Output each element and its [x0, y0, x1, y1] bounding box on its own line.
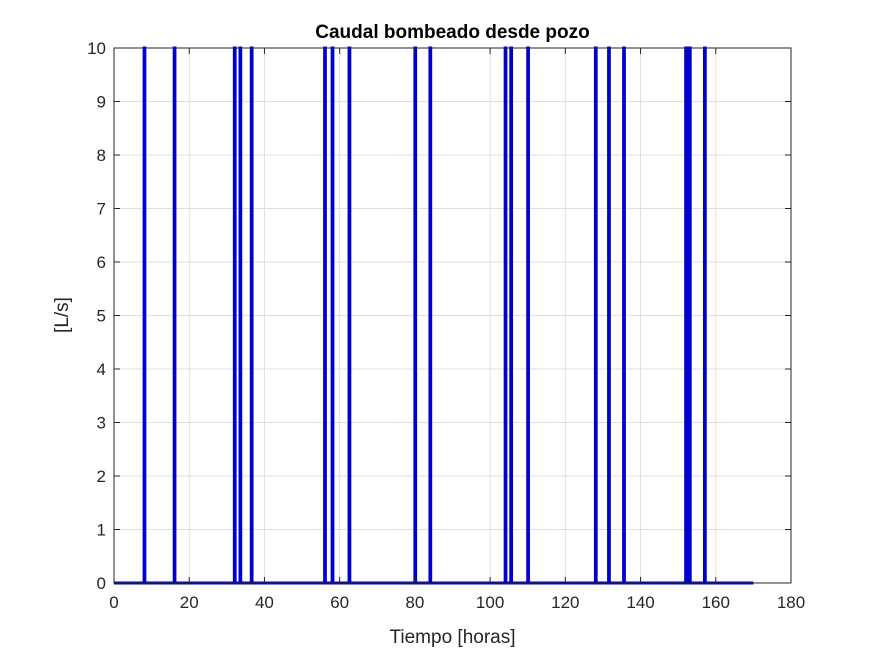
- y-tick-label-4: 4: [97, 360, 106, 379]
- y-tick-label-2: 2: [97, 467, 106, 486]
- y-tick-label-6: 6: [97, 253, 106, 272]
- y-tick-label-7: 7: [97, 200, 106, 219]
- y-tick-label-0: 0: [97, 574, 106, 593]
- y-tick-label-5: 5: [97, 307, 106, 326]
- x-tick-label-5: 100: [476, 593, 504, 612]
- y-tick-label-8: 8: [97, 146, 106, 165]
- y-axis-label: [L/s]: [52, 297, 73, 333]
- x-tick-label-3: 60: [330, 593, 349, 612]
- x-tick-label-7: 140: [626, 593, 654, 612]
- x-tick-label-2: 40: [255, 593, 274, 612]
- y-tick-label-9: 9: [97, 93, 106, 112]
- x-tick-label-0: 0: [109, 593, 118, 612]
- y-tick-label-1: 1: [97, 521, 106, 540]
- axis-ticks: 0 20 40 60 80 100 120 140 160 180 0 1 2 3 4 5 6 7 8 9 10: [87, 39, 805, 612]
- x-tick-label-8: 160: [702, 593, 730, 612]
- y-tick-label-3: 3: [97, 414, 106, 433]
- x-tick-label-1: 20: [180, 593, 199, 612]
- x-tick-label-6: 120: [551, 593, 579, 612]
- grid-lines: [114, 48, 791, 583]
- x-axis-label: Tiempo [horas]: [389, 627, 515, 648]
- x-tick-label-4: 80: [405, 593, 424, 612]
- y-tick-label-10: 10: [87, 39, 106, 58]
- x-tick-label-9: 180: [777, 593, 805, 612]
- chart-title: Caudal bombeado desde pozo: [315, 22, 589, 43]
